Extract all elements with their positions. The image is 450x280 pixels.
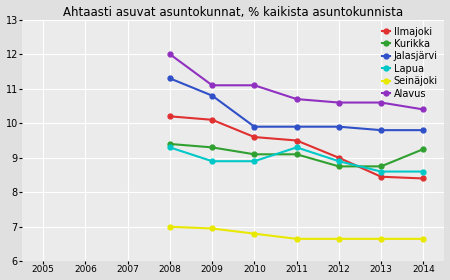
Ilmajoki [252,135,257,139]
Title: Ahtaasti asuvat asuntokunnat, % kaikista asuntokunnista: Ahtaasti asuvat asuntokunnat, % kaikista… [63,6,403,18]
Ilmajoki [378,175,384,178]
Jalasjärvi [209,94,215,97]
Seinäjoki [294,237,299,241]
Ilmajoki [336,156,342,159]
Line: Seinäjoki: Seinäjoki [167,224,426,241]
Jalasjärvi [167,77,173,80]
Lapua [294,146,299,149]
Kurikka [294,153,299,156]
Lapua [421,170,426,173]
Jalasjärvi [378,129,384,132]
Seinäjoki [421,237,426,241]
Line: Jalasjärvi: Jalasjärvi [167,76,426,132]
Seinäjoki [167,225,173,228]
Alavus [252,84,257,87]
Kurikka [252,153,257,156]
Seinäjoki [209,227,215,230]
Seinäjoki [336,237,342,241]
Kurikka [421,148,426,151]
Legend: Ilmajoki, Kurikka, Jalasjärvi, Lapua, Seinäjoki, Alavus: Ilmajoki, Kurikka, Jalasjärvi, Lapua, Se… [380,25,440,101]
Alavus [294,97,299,101]
Line: Ilmajoki: Ilmajoki [167,114,426,181]
Seinäjoki [378,237,384,241]
Ilmajoki [294,139,299,142]
Line: Lapua: Lapua [167,145,426,174]
Alavus [336,101,342,104]
Lapua [378,170,384,173]
Lapua [336,160,342,163]
Kurikka [378,165,384,168]
Kurikka [167,142,173,146]
Ilmajoki [421,177,426,180]
Ilmajoki [167,115,173,118]
Jalasjärvi [294,125,299,128]
Lapua [209,160,215,163]
Line: Kurikka: Kurikka [167,141,426,169]
Kurikka [209,146,215,149]
Alavus [209,84,215,87]
Kurikka [336,165,342,168]
Jalasjärvi [252,125,257,128]
Alavus [421,108,426,111]
Seinäjoki [252,232,257,235]
Line: Alavus: Alavus [167,52,426,112]
Jalasjärvi [421,129,426,132]
Lapua [252,160,257,163]
Lapua [167,146,173,149]
Alavus [378,101,384,104]
Jalasjärvi [336,125,342,128]
Alavus [167,53,173,56]
Ilmajoki [209,118,215,122]
